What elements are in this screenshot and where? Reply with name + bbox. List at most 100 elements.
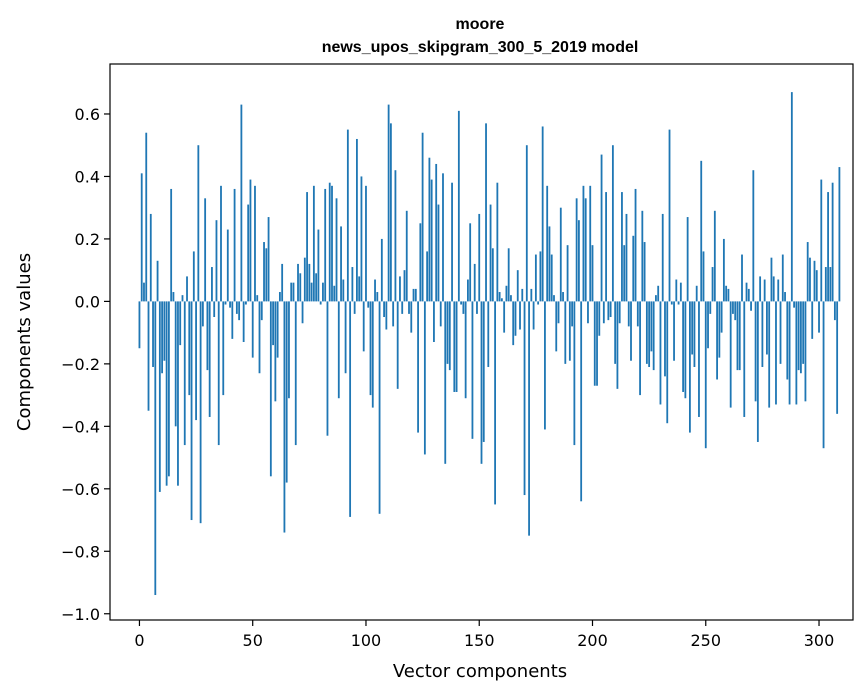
bar bbox=[641, 210, 644, 302]
bar bbox=[627, 301, 630, 327]
bar bbox=[328, 182, 331, 302]
bar bbox=[292, 282, 295, 302]
bar bbox=[777, 279, 780, 302]
bar bbox=[428, 157, 431, 302]
bar bbox=[577, 220, 580, 302]
bar bbox=[138, 301, 141, 349]
bar bbox=[573, 301, 576, 446]
bar bbox=[591, 245, 594, 302]
bar bbox=[385, 301, 388, 330]
bar bbox=[254, 185, 256, 302]
bar bbox=[589, 185, 592, 302]
bar bbox=[775, 301, 777, 405]
bar bbox=[593, 301, 596, 386]
bar bbox=[170, 188, 173, 302]
bar bbox=[564, 301, 567, 364]
bar bbox=[809, 257, 811, 302]
bar bbox=[790, 92, 793, 302]
bar bbox=[337, 301, 340, 399]
bar bbox=[562, 292, 564, 302]
bar bbox=[315, 273, 318, 302]
bar bbox=[829, 267, 832, 302]
bar bbox=[541, 126, 544, 302]
bar bbox=[265, 248, 268, 302]
bar bbox=[693, 301, 696, 367]
bar bbox=[727, 288, 730, 302]
bar bbox=[836, 301, 839, 414]
bar bbox=[722, 238, 725, 302]
bar bbox=[720, 301, 723, 333]
bar bbox=[242, 301, 245, 342]
bar bbox=[410, 301, 413, 333]
bar bbox=[704, 301, 707, 449]
bar bbox=[226, 229, 229, 302]
bar bbox=[768, 301, 771, 408]
bar bbox=[550, 254, 553, 302]
bar bbox=[686, 217, 689, 302]
y-tick-label: −0.8 bbox=[61, 542, 100, 561]
bar bbox=[598, 301, 601, 336]
bar bbox=[215, 220, 218, 302]
bar bbox=[750, 301, 752, 311]
bar bbox=[738, 301, 741, 371]
bar bbox=[353, 301, 356, 314]
bar bbox=[423, 301, 426, 455]
bar bbox=[811, 301, 814, 339]
bar bbox=[401, 301, 404, 314]
bar bbox=[700, 160, 703, 302]
bar bbox=[283, 301, 286, 533]
bar bbox=[797, 301, 800, 371]
bar bbox=[507, 248, 510, 302]
bar bbox=[417, 301, 419, 433]
bar bbox=[161, 301, 164, 374]
bar bbox=[471, 301, 474, 439]
bar bbox=[611, 145, 614, 302]
y-tick-label: 0.6 bbox=[75, 105, 100, 124]
bar bbox=[181, 295, 184, 302]
bar bbox=[389, 123, 392, 302]
bar bbox=[156, 260, 159, 302]
chart-title: moore bbox=[456, 16, 505, 33]
bar bbox=[464, 301, 467, 399]
bar bbox=[675, 279, 678, 302]
bar bbox=[534, 254, 537, 302]
bar bbox=[648, 301, 651, 367]
bar bbox=[516, 270, 519, 302]
y-axis-label: Components values bbox=[14, 253, 35, 431]
chart-subtitle: news_upos_skipgram_300_5_2019 model bbox=[322, 39, 639, 56]
bar bbox=[666, 301, 669, 424]
bar bbox=[688, 301, 691, 433]
bar bbox=[208, 301, 211, 417]
bar bbox=[451, 182, 453, 302]
bar bbox=[713, 210, 716, 302]
bar bbox=[310, 282, 313, 302]
x-tick-label: 0 bbox=[134, 631, 144, 650]
x-tick-label: 50 bbox=[243, 631, 263, 650]
y-tick-label: −0.4 bbox=[61, 417, 100, 436]
bar bbox=[496, 182, 499, 302]
bar bbox=[204, 198, 207, 302]
bar bbox=[670, 301, 673, 305]
bar bbox=[711, 267, 714, 302]
bar bbox=[186, 276, 188, 302]
bar bbox=[743, 301, 746, 417]
bar bbox=[623, 245, 626, 302]
bar bbox=[371, 301, 374, 408]
bar bbox=[625, 213, 628, 302]
y-tick-label: 0.0 bbox=[75, 292, 100, 311]
bar bbox=[362, 301, 365, 352]
bar bbox=[274, 301, 277, 402]
bar bbox=[249, 179, 252, 302]
bar bbox=[190, 301, 193, 521]
bar bbox=[349, 301, 352, 517]
plot-frame bbox=[109, 63, 854, 621]
bar bbox=[695, 285, 698, 302]
bar bbox=[374, 279, 376, 302]
bar bbox=[634, 188, 637, 302]
bar bbox=[224, 301, 227, 305]
bar bbox=[272, 301, 275, 346]
bar bbox=[566, 245, 569, 302]
bar bbox=[530, 288, 533, 302]
bar bbox=[412, 288, 415, 302]
bar bbox=[154, 301, 157, 596]
